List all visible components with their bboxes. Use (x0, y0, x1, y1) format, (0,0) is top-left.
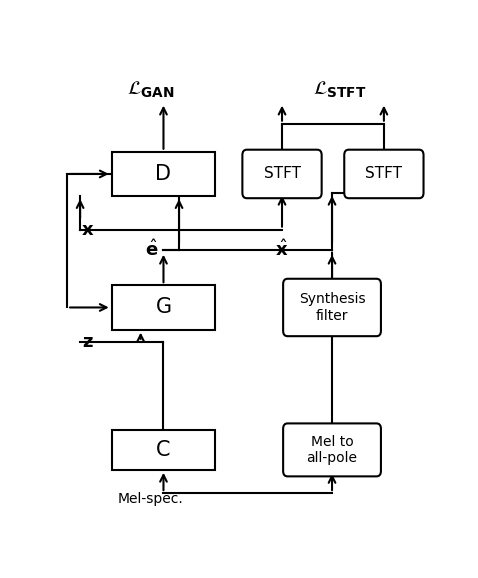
Text: C: C (156, 440, 171, 460)
FancyBboxPatch shape (242, 150, 322, 198)
Text: D: D (155, 164, 172, 184)
Bar (111, 151, 215, 196)
Text: STFT: STFT (263, 166, 301, 181)
Text: $\mathcal{L}_{\mathbf{GAN}}$: $\mathcal{L}_{\mathbf{GAN}}$ (127, 79, 174, 99)
FancyBboxPatch shape (344, 150, 424, 198)
Bar (111, 285, 215, 329)
Text: Synthesis
filter: Synthesis filter (299, 292, 365, 323)
Text: G: G (155, 298, 172, 317)
Text: Mel to
all-pole: Mel to all-pole (306, 435, 358, 465)
Text: $\mathbf{z}$: $\mathbf{z}$ (82, 333, 93, 351)
FancyBboxPatch shape (283, 424, 381, 476)
Text: STFT: STFT (365, 166, 402, 181)
FancyBboxPatch shape (283, 279, 381, 336)
Text: $\hat{\mathbf{x}}$: $\hat{\mathbf{x}}$ (274, 240, 288, 261)
Text: Mel-spec.: Mel-spec. (118, 492, 184, 506)
Bar (111, 430, 215, 470)
Text: $\hat{\mathbf{e}}$: $\hat{\mathbf{e}}$ (144, 240, 158, 261)
Text: $\mathcal{L}_{\mathbf{STFT}}$: $\mathcal{L}_{\mathbf{STFT}}$ (313, 79, 366, 99)
Text: $\mathbf{x}$: $\mathbf{x}$ (81, 221, 94, 239)
